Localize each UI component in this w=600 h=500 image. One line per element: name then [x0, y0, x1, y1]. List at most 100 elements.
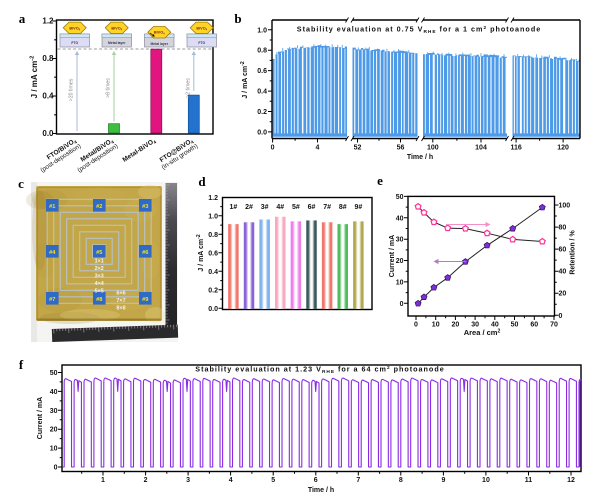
svg-text:J / mA cm-2: J / mA cm-2: [240, 61, 249, 98]
svg-text:>8 times: >8 times: [106, 78, 112, 98]
svg-text:#3: #3: [142, 204, 148, 210]
svg-text:10: 10: [482, 477, 490, 484]
svg-text:Time / h: Time / h: [308, 487, 334, 494]
svg-text:BiVO4: BiVO4: [111, 26, 122, 31]
svg-text:2: 2: [144, 477, 148, 484]
svg-text:5: 5: [271, 477, 275, 484]
svg-text:70: 70: [550, 322, 558, 329]
svg-text:4: 4: [229, 477, 233, 484]
svg-text:50: 50: [50, 370, 58, 377]
svg-text:8: 8: [399, 477, 403, 484]
svg-text:BiVO4: BiVO4: [196, 26, 207, 31]
svg-text:0.8: 0.8: [257, 48, 267, 55]
svg-text:3×3: 3×3: [95, 274, 104, 280]
svg-text:0.2: 0.2: [257, 109, 267, 116]
svg-text:Stability evaluation at 1.23 V: Stability evaluation at 1.23 VRHE for a …: [195, 365, 444, 376]
svg-text:0: 0: [54, 465, 58, 472]
svg-text:116: 116: [510, 145, 521, 152]
svg-text:7#: 7#: [323, 204, 331, 211]
svg-text:1.2: 1.2: [208, 195, 218, 202]
svg-text:1.2: 1.2: [42, 17, 54, 26]
svg-text:20: 20: [559, 291, 567, 298]
svg-text:4: 4: [316, 145, 320, 152]
svg-text:40: 40: [559, 269, 567, 276]
svg-text:5×5: 5×5: [95, 289, 104, 295]
svg-text:7: 7: [356, 477, 360, 484]
svg-text:Area / cm2: Area / cm2: [464, 328, 501, 337]
svg-text:30: 30: [50, 408, 58, 415]
svg-text:20: 20: [396, 258, 404, 265]
svg-text:1#: 1#: [230, 204, 238, 211]
svg-text:e: e: [377, 173, 383, 188]
svg-text:BiVO4: BiVO4: [69, 26, 80, 31]
svg-text:BiVO4: BiVO4: [154, 31, 165, 36]
svg-text:#6: #6: [142, 250, 148, 256]
svg-text:4×4: 4×4: [95, 281, 104, 287]
svg-text:9: 9: [441, 477, 445, 484]
svg-text:50: 50: [396, 194, 404, 201]
svg-text:Metal layer: Metal layer: [150, 42, 168, 46]
svg-text:FTO: FTO: [198, 41, 205, 45]
svg-text:60: 60: [530, 322, 538, 329]
svg-text:1: 1: [101, 477, 105, 484]
svg-text:#8: #8: [96, 297, 102, 303]
svg-text:6#: 6#: [308, 204, 316, 211]
svg-text:20: 20: [50, 427, 58, 434]
svg-text:#2: #2: [96, 204, 102, 210]
svg-text:Stability evaluation at 0.75 V: Stability evaluation at 0.75 VRHE for a …: [297, 25, 541, 36]
svg-text:30: 30: [471, 322, 479, 329]
svg-text:30: 30: [396, 237, 404, 244]
svg-text:7×7: 7×7: [116, 298, 125, 304]
svg-text:#5: #5: [96, 250, 102, 256]
svg-text:3: 3: [186, 477, 190, 484]
svg-text:11: 11: [525, 477, 533, 484]
svg-text:Metal layer: Metal layer: [108, 41, 126, 45]
svg-text:#7: #7: [49, 297, 55, 303]
svg-text:10: 10: [396, 279, 404, 286]
svg-text:0.0: 0.0: [257, 129, 267, 136]
svg-text:0: 0: [400, 301, 404, 308]
svg-text:4#: 4#: [276, 204, 284, 211]
svg-text:J / mA cm-2: J / mA cm-2: [196, 234, 205, 271]
svg-text:1.0: 1.0: [208, 213, 218, 220]
svg-text:a: a: [19, 11, 26, 26]
svg-text:>20 times: >20 times: [69, 78, 75, 101]
svg-text:Retention / %: Retention / %: [570, 230, 577, 275]
svg-text:10: 10: [432, 322, 440, 329]
svg-text:0.6: 0.6: [208, 250, 218, 257]
svg-text:0.0: 0.0: [208, 306, 218, 313]
svg-text:2×2: 2×2: [95, 266, 104, 272]
svg-text:6: 6: [314, 477, 318, 484]
svg-text:d: d: [198, 174, 206, 189]
svg-text:56: 56: [397, 145, 405, 152]
svg-text:0: 0: [414, 322, 418, 329]
svg-text:Current / mA: Current / mA: [37, 397, 44, 439]
svg-text:b: b: [234, 11, 241, 26]
svg-text:>2 times: >2 times: [185, 78, 191, 98]
svg-text:6×6: 6×6: [116, 291, 125, 297]
svg-text:0.6: 0.6: [257, 68, 267, 75]
svg-text:40: 40: [491, 322, 499, 329]
svg-text:2#: 2#: [245, 204, 253, 211]
svg-text:1.0: 1.0: [257, 27, 267, 34]
svg-text:0.8: 0.8: [208, 232, 218, 239]
svg-text:100: 100: [559, 203, 571, 210]
svg-text:0.4: 0.4: [208, 269, 218, 276]
svg-text:c: c: [18, 176, 24, 191]
svg-text:120: 120: [557, 145, 569, 152]
svg-text:Time / h: Time / h: [407, 154, 433, 161]
svg-text:40: 40: [396, 215, 404, 222]
svg-text:40: 40: [50, 389, 58, 396]
svg-text:1×1: 1×1: [95, 259, 104, 265]
svg-text:0.8: 0.8: [42, 54, 54, 63]
svg-text:80: 80: [559, 225, 567, 232]
svg-text:0.4: 0.4: [257, 89, 267, 96]
svg-text:104: 104: [475, 145, 487, 152]
svg-text:9#: 9#: [354, 204, 362, 211]
svg-text:0: 0: [559, 313, 563, 320]
svg-text:FTO: FTO: [71, 41, 78, 45]
svg-text:50: 50: [511, 322, 519, 329]
svg-text:0: 0: [271, 145, 275, 152]
svg-text:0.4: 0.4: [42, 92, 54, 101]
svg-text:3#: 3#: [261, 204, 269, 211]
